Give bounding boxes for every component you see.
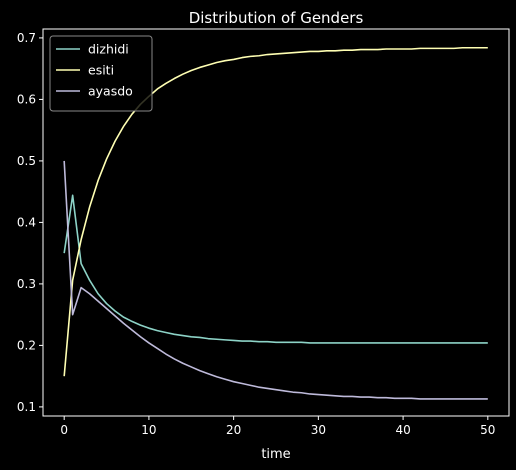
series-line-dizhidi — [63, 194, 488, 344]
y-tick-label: 0.3 — [17, 277, 36, 291]
y-axis: 0.1 0.2 0.3 0.4 0.5 0.6 0.7 — [17, 31, 43, 414]
x-tick-label: 10 — [141, 423, 156, 437]
x-tick-label: 20 — [226, 423, 241, 437]
series-line-ayasdo — [63, 160, 488, 400]
x-axis: 0 10 20 30 40 50 — [60, 416, 495, 437]
x-tick-label: 30 — [311, 423, 326, 437]
legend-label: dizhidi — [88, 42, 129, 57]
chart-title: Distribution of Genders — [189, 9, 364, 27]
legend-box — [49, 35, 153, 112]
x-tick-label: 0 — [60, 423, 68, 437]
x-tick-label: 40 — [395, 423, 410, 437]
x-axis-label: time — [261, 447, 290, 462]
y-tick-label: 0.4 — [17, 215, 36, 229]
legend-label: ayasdo — [88, 84, 133, 99]
legend: dizhidi esiti ayasdo — [49, 35, 153, 112]
y-tick-label: 0.6 — [17, 92, 36, 106]
y-tick-label: 0.1 — [17, 400, 36, 414]
x-tick-label: 50 — [480, 423, 495, 437]
y-tick-label: 0.7 — [17, 31, 36, 45]
y-tick-label: 0.5 — [17, 154, 36, 168]
legend-label: esiti — [88, 63, 114, 78]
y-tick-label: 0.2 — [17, 338, 36, 352]
